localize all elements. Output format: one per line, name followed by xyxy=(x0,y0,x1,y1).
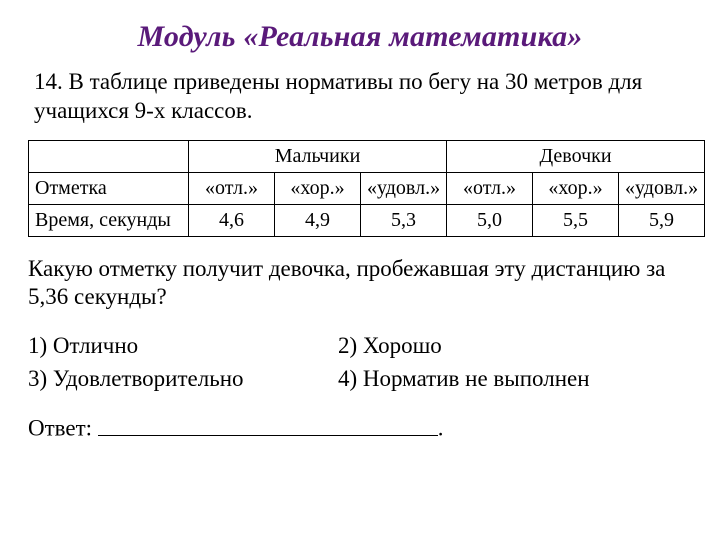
option-3: 3) Удовлетворительно xyxy=(28,363,328,394)
option-2: 2) Хорошо xyxy=(338,330,692,361)
module-title: Модуль «Реальная математика» xyxy=(28,20,692,54)
answer-blank-line xyxy=(98,414,438,436)
row-label-time: Время, секунды xyxy=(29,204,189,236)
answer-label: Ответ: xyxy=(28,416,92,441)
table-row: Мальчики Девочки xyxy=(29,140,705,172)
option-4: 4) Норматив не выполнен xyxy=(338,363,692,394)
table-cell: 5,9 xyxy=(619,204,705,236)
standards-table: Мальчики Девочки Отметка «отл.» «хор.» «… xyxy=(28,140,705,237)
row-label-grade: Отметка xyxy=(29,172,189,204)
answer-block: Ответ: . xyxy=(28,414,692,442)
table-row: Отметка «отл.» «хор.» «удовл.» «отл.» «х… xyxy=(29,172,705,204)
table-cell: «хор.» xyxy=(275,172,361,204)
table-cell: 5,0 xyxy=(447,204,533,236)
problem-question: Какую отметку получит девочка, пробежавш… xyxy=(28,255,692,313)
table-cell: 4,9 xyxy=(275,204,361,236)
table-cell: «удовл.» xyxy=(619,172,705,204)
table-row: Время, секунды 4,6 4,9 5,3 5,0 5,5 5,9 xyxy=(29,204,705,236)
table-cell: «хор.» xyxy=(533,172,619,204)
answer-period: . xyxy=(438,416,444,441)
table-cell: «отл.» xyxy=(189,172,275,204)
page-root: Модуль «Реальная математика» 14. В табли… xyxy=(0,0,720,452)
table-cell-empty xyxy=(29,140,189,172)
table-cell: 5,3 xyxy=(361,204,447,236)
table-cell: 5,5 xyxy=(533,204,619,236)
group-header-boys: Мальчики xyxy=(189,140,447,172)
group-header-girls: Девочки xyxy=(447,140,705,172)
table-cell: 4,6 xyxy=(189,204,275,236)
problem-intro: 14. В таблице приведены нормативы по бег… xyxy=(28,68,692,126)
option-1: 1) Отлично xyxy=(28,330,328,361)
table-cell: «отл.» xyxy=(447,172,533,204)
answer-options: 1) Отлично 2) Хорошо 3) Удовлетворительн… xyxy=(28,330,692,394)
table-cell: «удовл.» xyxy=(361,172,447,204)
